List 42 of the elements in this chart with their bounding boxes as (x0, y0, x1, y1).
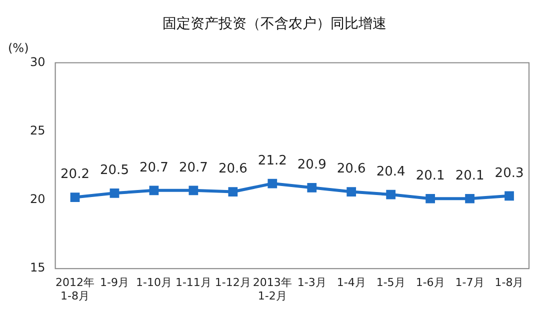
y-tick-label: 25 (30, 124, 46, 138)
x-tick-label: 1-6月 (416, 276, 445, 290)
data-label: 20.2 (60, 167, 90, 182)
data-label: 20.6 (218, 162, 248, 177)
point (504, 191, 514, 201)
x-tick-label: 1-7月 (455, 276, 484, 290)
point (228, 187, 238, 196)
point (386, 190, 396, 200)
x-tick-label: 1-12月 (214, 276, 251, 290)
y-tick-label: 20 (30, 192, 46, 206)
data-label: 20.5 (100, 163, 129, 178)
point (110, 188, 120, 198)
x-tick-label: 2013年 1-2月 (252, 276, 292, 302)
data-label: 20.4 (376, 164, 406, 180)
data-label: 21.2 (258, 153, 287, 168)
data-label: 20.1 (416, 168, 445, 184)
point (426, 194, 435, 204)
x-tick-label: 1-9月 (100, 276, 129, 290)
x-tick-label: 1-4月 (336, 276, 366, 290)
chart-title: 固定资产投资（不含农户）同比增速 (162, 16, 386, 32)
x-tick-label: 1-10月 (136, 276, 172, 290)
data-label: 20.9 (297, 158, 326, 173)
y-tick-label: 15 (30, 260, 46, 275)
point (149, 186, 159, 196)
point (70, 192, 80, 202)
data-label: 20.6 (336, 162, 366, 177)
x-tick-label: 1-5月 (376, 276, 406, 290)
point (465, 194, 474, 204)
data-label: 20.7 (178, 160, 208, 176)
x-tick-label: 2012年 1-8月 (56, 276, 95, 302)
y-axis-title: (%) (8, 40, 29, 55)
point (188, 186, 198, 196)
point (307, 182, 317, 192)
point (346, 187, 356, 196)
x-tick-label: 1-11月 (175, 276, 212, 290)
x-tick-label: 1-3月 (297, 276, 326, 290)
y-tick-label: 30 (30, 54, 46, 69)
data-label: 20.7 (139, 160, 168, 176)
data-label: 20.3 (494, 166, 524, 181)
x-tick-label: 1-8月 (494, 276, 524, 290)
data-label: 20.1 (455, 168, 484, 184)
point (268, 178, 278, 188)
